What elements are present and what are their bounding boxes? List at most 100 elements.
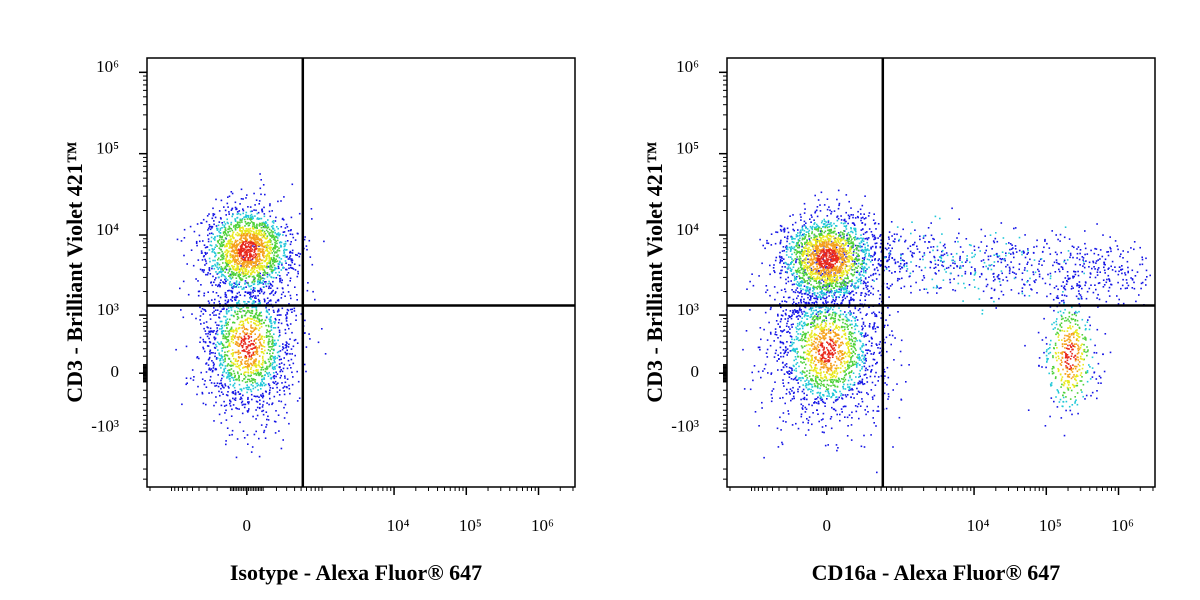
event-dot	[749, 280, 751, 283]
event-dot	[249, 248, 251, 251]
event-dot	[197, 290, 200, 293]
event-dot	[1093, 252, 1096, 255]
event-dot	[249, 285, 251, 288]
event-dot	[287, 359, 290, 362]
event-dot	[765, 352, 768, 354]
event-dot	[244, 355, 247, 357]
event-dot	[247, 245, 250, 248]
event-dot	[1096, 271, 1099, 273]
event-dot	[241, 404, 244, 406]
event-dot	[235, 260, 238, 263]
event-dot	[233, 237, 235, 239]
event-dot	[256, 233, 258, 235]
event-dot	[231, 192, 234, 195]
event-dot	[806, 394, 808, 396]
event-dot	[254, 351, 256, 353]
event-dot	[272, 309, 275, 312]
event-dot	[261, 338, 263, 340]
event-dot	[244, 264, 247, 267]
event-dot	[260, 319, 263, 322]
event-dot	[257, 298, 260, 301]
event-dot	[215, 384, 218, 387]
event-dot	[257, 303, 260, 305]
event-dot	[863, 257, 866, 259]
event-dot	[859, 405, 862, 407]
event-dot	[274, 239, 276, 242]
event-dot	[779, 272, 781, 275]
event-dot	[241, 380, 244, 382]
event-dot	[775, 349, 777, 352]
event-dot	[1122, 250, 1124, 252]
event-dot	[1006, 279, 1009, 282]
event-dot	[265, 246, 268, 249]
event-dot	[214, 337, 217, 340]
event-dot	[1116, 295, 1118, 297]
event-dot	[258, 360, 260, 363]
event-dot	[252, 361, 255, 363]
event-dot	[254, 316, 257, 319]
event-dot	[280, 293, 283, 296]
event-dot	[1071, 413, 1073, 416]
event-dot	[254, 346, 256, 348]
event-dot	[855, 271, 858, 273]
event-dot	[783, 227, 786, 230]
event-dot	[922, 275, 925, 277]
event-dot	[1049, 253, 1052, 255]
event-dot	[244, 376, 247, 378]
event-dot	[274, 232, 276, 234]
event-dot	[263, 352, 265, 355]
event-dot	[762, 244, 764, 247]
event-dot	[883, 392, 886, 395]
event-dot	[255, 297, 257, 299]
event-dot	[210, 236, 213, 239]
event-dot	[995, 253, 998, 256]
event-dot	[282, 231, 285, 233]
event-dot	[813, 320, 816, 322]
event-dot	[227, 231, 229, 234]
event-dot	[1018, 249, 1021, 252]
event-dot	[223, 307, 225, 310]
event-dot	[229, 377, 231, 380]
event-dot	[221, 386, 224, 388]
event-dot	[874, 236, 876, 239]
event-dot	[843, 405, 846, 408]
event-dot	[944, 246, 946, 249]
event-dot	[759, 327, 762, 329]
event-dot	[275, 301, 277, 304]
event-dot	[262, 382, 265, 384]
event-dot	[269, 215, 272, 218]
event-dot	[783, 385, 785, 387]
event-dot	[256, 414, 259, 417]
event-dot	[1043, 260, 1045, 262]
event-dot	[277, 232, 280, 234]
event-dot	[214, 216, 217, 219]
event-dot	[261, 410, 263, 413]
event-dot	[1086, 290, 1089, 293]
event-dot	[294, 338, 297, 341]
event-dot	[284, 403, 287, 406]
event-dot	[278, 363, 281, 365]
event-dot	[238, 251, 241, 254]
event-dot	[1114, 266, 1116, 268]
event-dot	[853, 260, 856, 263]
event-dot	[209, 353, 211, 355]
event-dot	[244, 256, 246, 259]
event-dot	[258, 396, 260, 398]
event-dot	[234, 206, 237, 209]
event-dot	[275, 233, 278, 236]
event-dot	[274, 421, 277, 423]
event-dot	[244, 221, 247, 223]
event-dot	[260, 230, 262, 233]
event-dot	[256, 406, 259, 409]
event-dot	[242, 288, 245, 290]
event-dot	[786, 371, 789, 373]
event-dot	[282, 439, 284, 441]
event-dot	[801, 225, 804, 227]
event-dot	[792, 311, 795, 313]
event-dot	[206, 215, 209, 217]
event-dot	[241, 278, 244, 280]
event-dot	[201, 259, 204, 261]
event-dot	[234, 360, 237, 362]
event-dot	[237, 265, 240, 268]
event-dot	[1085, 260, 1087, 262]
